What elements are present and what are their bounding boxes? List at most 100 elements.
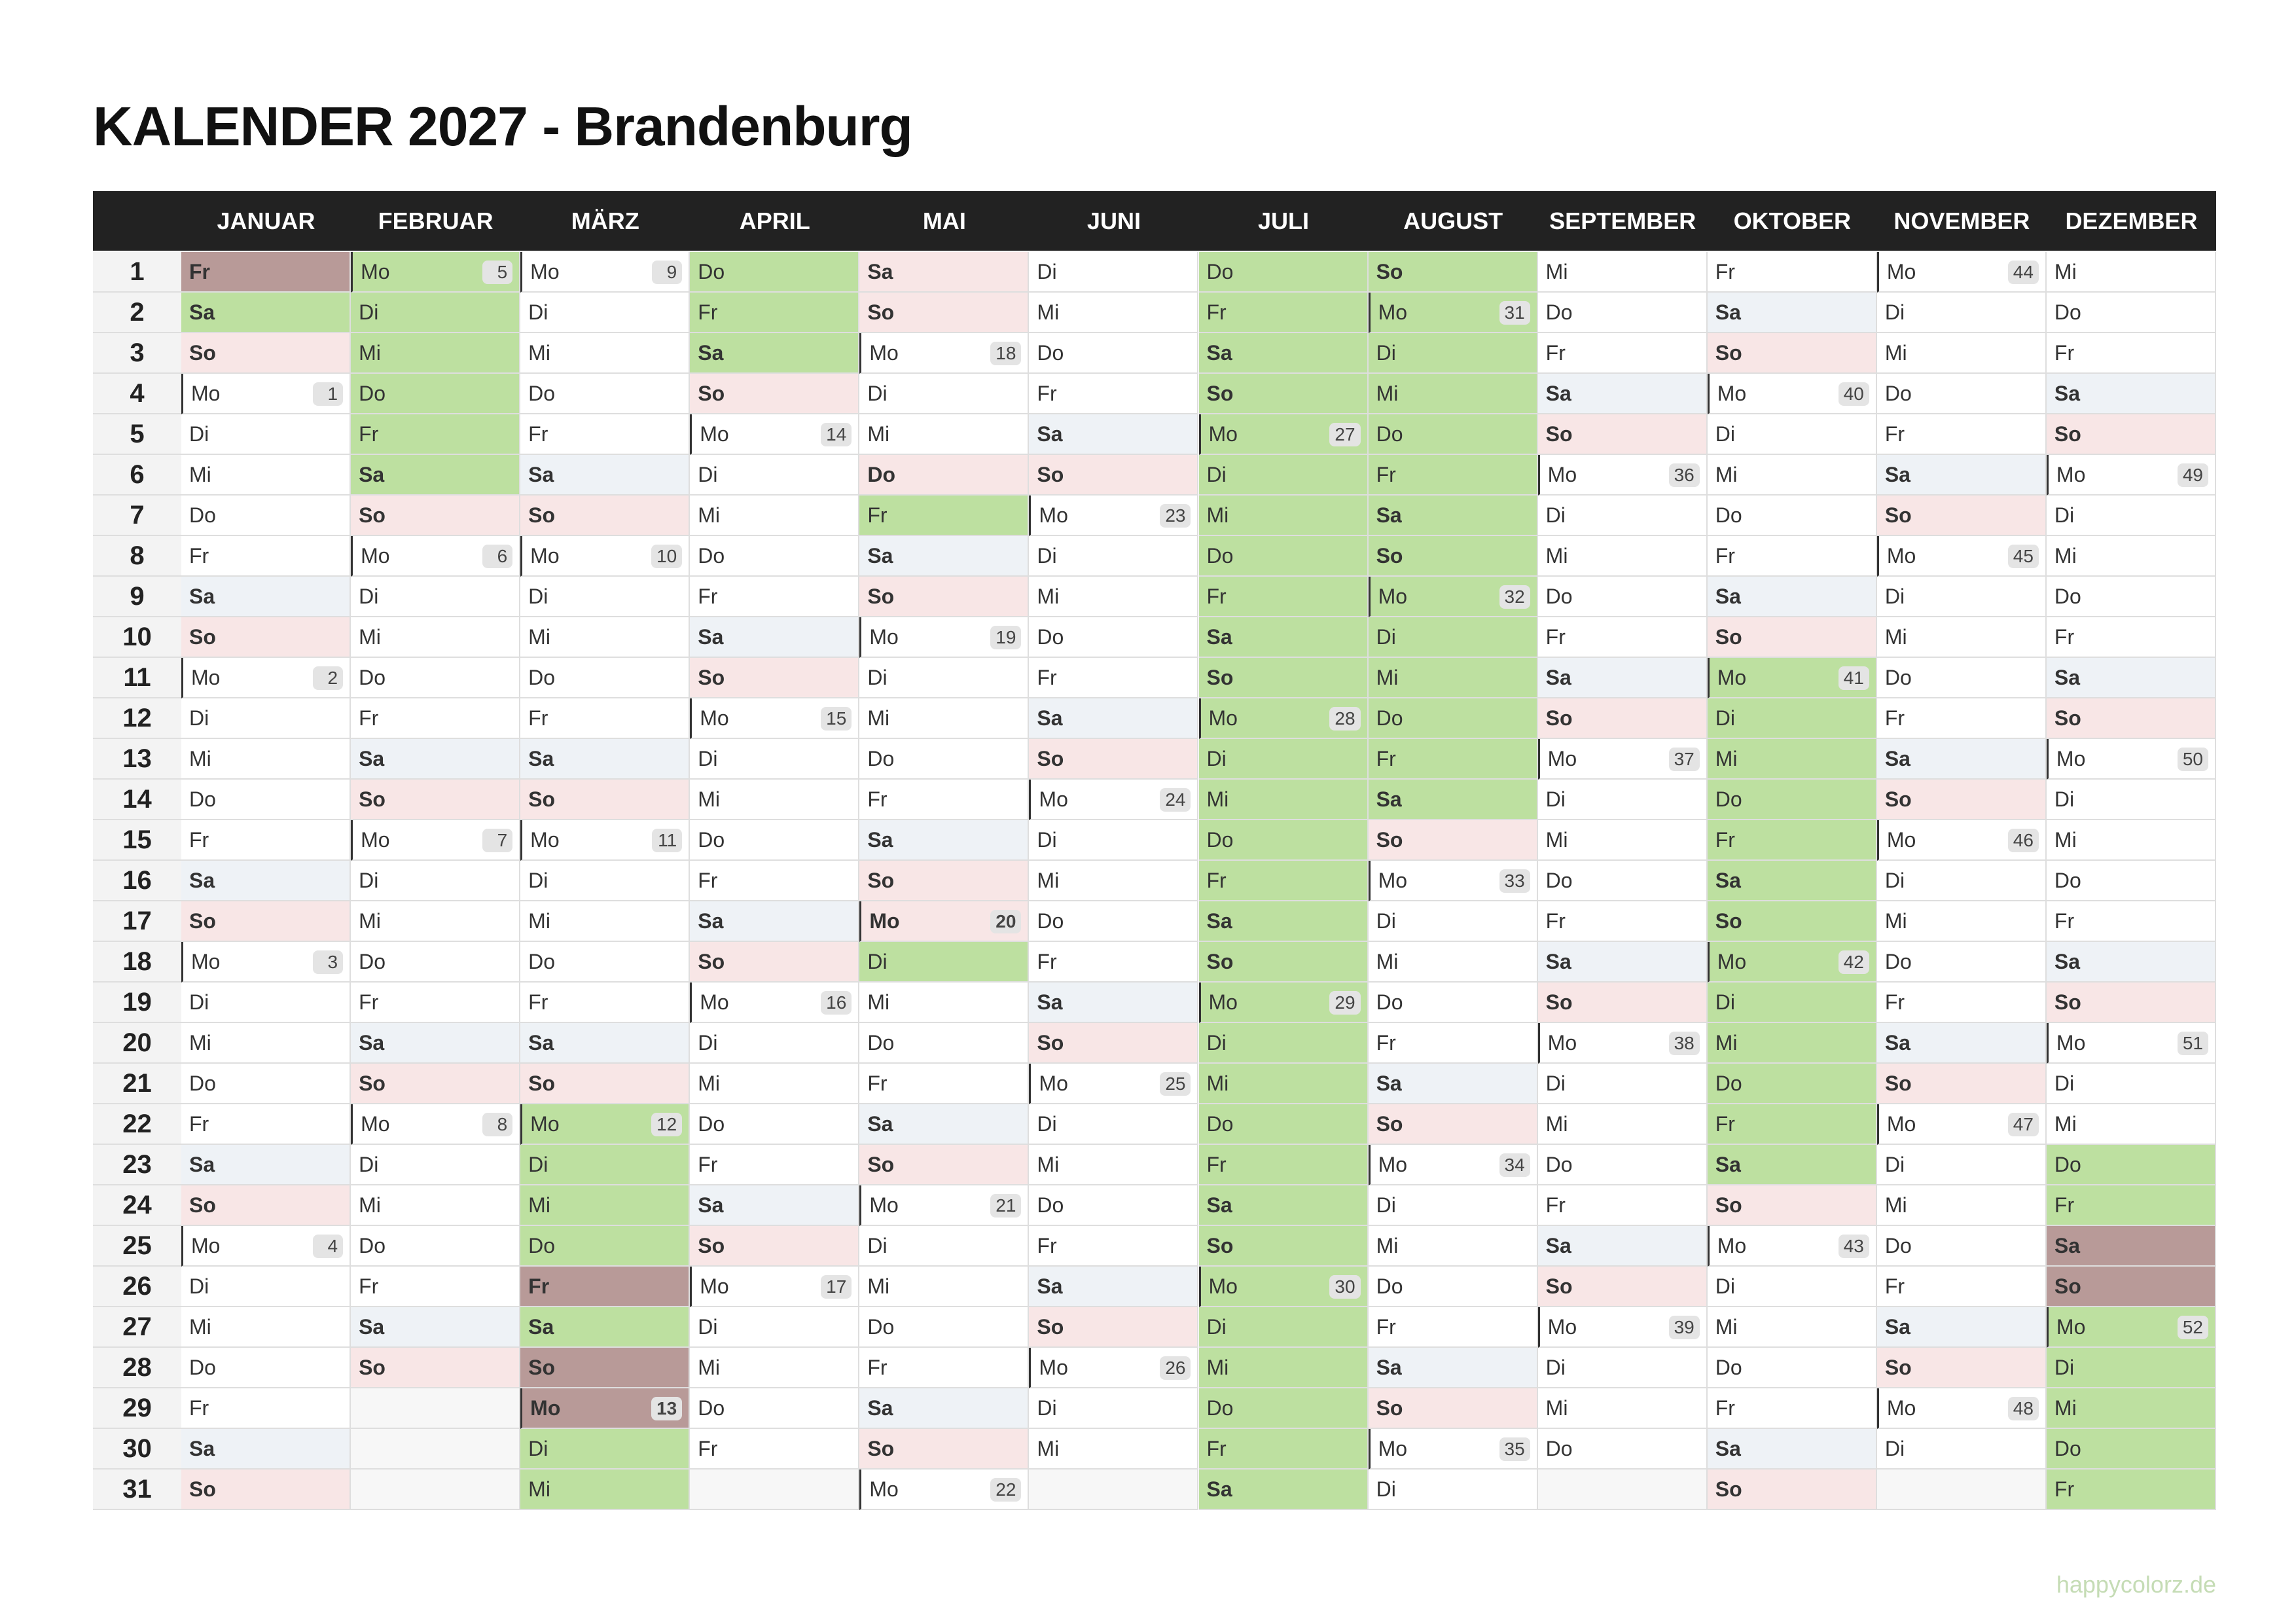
weekday: Di (189, 1274, 209, 1298)
empty-cell (351, 1429, 521, 1470)
weekday: Fr (867, 787, 888, 811)
month-name: JANUAR (217, 207, 315, 234)
weekday: Di (698, 1030, 718, 1055)
weekday: Mo (191, 665, 221, 689)
day-cell: Di (1029, 1104, 1199, 1145)
weekday: Sa (1715, 1152, 1741, 1176)
day-cell: Mi (1876, 617, 2047, 658)
day-cell: Mo 28 (1198, 698, 1369, 739)
weekday: Do (867, 1030, 895, 1055)
day-cell: Mi (1368, 1226, 1538, 1267)
day-cell: Fr (690, 293, 860, 333)
day-cell: Sa (859, 536, 1030, 577)
weekday: Mi (1545, 1396, 1568, 1420)
day-cell: Mo 20 (859, 901, 1030, 942)
day-cell: Mo 30 (1198, 1267, 1369, 1307)
weekday: Do (189, 787, 216, 811)
day-cell: Do (690, 536, 860, 577)
day-cell: Fr (1707, 820, 1877, 861)
day-cell: So (1707, 333, 1877, 374)
day-cell: Mi (1707, 1023, 1877, 1064)
day-cell: So (2046, 1267, 2216, 1307)
weekday: Mi (1545, 543, 1568, 568)
weekday: Do (528, 381, 556, 405)
weekday: Mo (2056, 1314, 2086, 1339)
day-cell: So (690, 942, 860, 983)
weekday: So (1376, 1396, 1403, 1420)
day-cell: Fr (859, 1064, 1030, 1104)
weekday: Fr (698, 868, 718, 892)
weekday: Do (2054, 584, 2081, 608)
day-cell: So (1537, 414, 1708, 455)
weekday: Do (698, 827, 725, 852)
weekday: So (867, 868, 895, 892)
weekday: So (1884, 1355, 1912, 1379)
weekday: Mi (1715, 462, 1738, 486)
day-cell: Do (520, 374, 691, 414)
weekday: Sa (698, 1193, 724, 1217)
day-cell: Sa (1707, 293, 1877, 333)
day-cell: Do (1198, 252, 1369, 293)
weekday: Sa (867, 259, 893, 283)
day-cell: Sa (859, 252, 1030, 293)
weekday: Fr (1884, 1274, 1905, 1298)
weekday: Di (1545, 1355, 1566, 1379)
day-cell: Mo 32 (1368, 577, 1538, 617)
day-cell: Sa (1368, 780, 1538, 820)
day-cell: Di (1707, 1267, 1877, 1307)
weekday: So (528, 503, 556, 527)
weekday: Do (359, 381, 386, 405)
day-cell: Mo 3 (181, 942, 351, 983)
day-number: 26 (93, 1267, 181, 1307)
weekday: Fr (359, 1274, 379, 1298)
weekday: Fr (2054, 340, 2075, 365)
day-cell: Do (181, 1064, 351, 1104)
day-cell: Fr (520, 698, 691, 739)
day-cell: Di (1368, 333, 1538, 374)
day-cell: Mi (351, 333, 521, 374)
day-cell: Fr (1707, 1388, 1877, 1429)
empty-cell (1537, 1470, 1708, 1510)
day-cell: Mo 40 (1707, 374, 1877, 414)
day-cell: Sa (859, 1388, 1030, 1429)
weekday: So (1715, 909, 1742, 933)
day-cell: Di (1029, 536, 1199, 577)
day-cell: Mi (1707, 455, 1877, 496)
weekday: Mo (530, 259, 560, 283)
weekday: Sa (189, 1152, 215, 1176)
weekday: Fr (1545, 1193, 1566, 1217)
day-cell: So (1368, 820, 1538, 861)
day-cell: Mo 11 (520, 820, 691, 861)
weekday: Sa (1206, 340, 1232, 365)
weekday: Do (867, 1314, 895, 1339)
weekday: Sa (698, 624, 724, 649)
day-cell: Sa (690, 901, 860, 942)
weekday: Sa (1715, 868, 1741, 892)
month-name: NOVEMBER (1893, 207, 2030, 234)
day-cell: Fr (351, 983, 521, 1023)
weekday: Do (189, 503, 216, 527)
day-cell: Do (1198, 820, 1369, 861)
day-cell: Sa (1368, 496, 1538, 536)
day-cell: Mo 6 (351, 536, 521, 577)
weekday: Mi (1037, 584, 1060, 608)
day-number: 22 (93, 1104, 181, 1145)
day-cell: Sa (1876, 1307, 2047, 1348)
weekday: Mi (867, 990, 890, 1014)
day-cell: Di (351, 577, 521, 617)
day-cell: Di (181, 1267, 351, 1307)
day-cell: Fr (1368, 1023, 1538, 1064)
weekday: Sa (1037, 1274, 1063, 1298)
day-cell: Fr (2046, 1185, 2216, 1226)
week-number: 28 (1329, 707, 1361, 731)
weekday: Fr (1884, 990, 1905, 1014)
weekday: Sa (1376, 1355, 1402, 1379)
day-cell: So (859, 861, 1030, 901)
week-number: 10 (651, 545, 683, 568)
day-cell: Mo 1 (181, 374, 351, 414)
day-cell: Do (2046, 577, 2216, 617)
day-cell: Mo 14 (690, 414, 860, 455)
weekday: Mo (1717, 381, 1747, 405)
day-cell: Mi (2046, 1104, 2216, 1145)
week-number: 20 (990, 910, 1022, 933)
